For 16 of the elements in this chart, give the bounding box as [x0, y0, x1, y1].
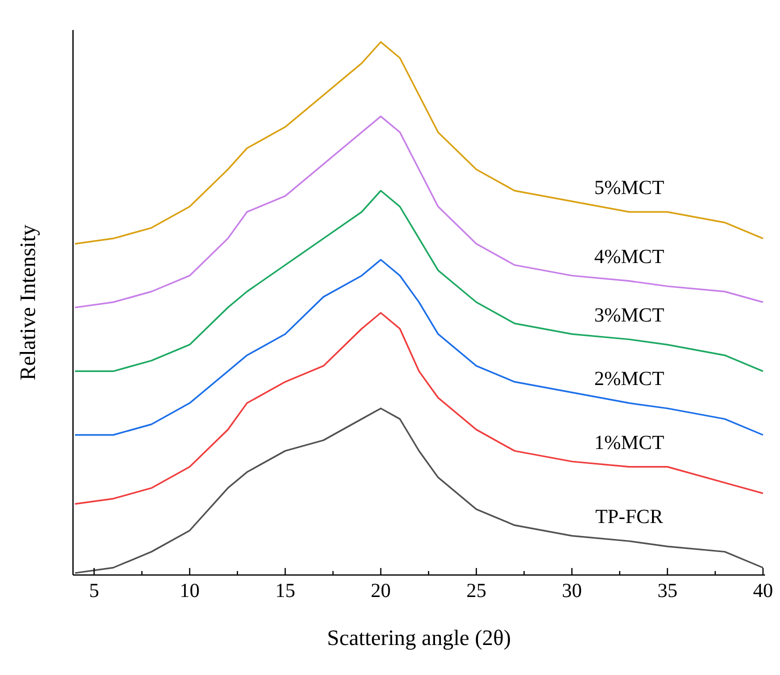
series-label: 2%MCT [594, 368, 664, 390]
series-label: 4%MCT [594, 246, 664, 268]
x-tick-label: 5 [89, 580, 100, 602]
series-label: 3%MCT [594, 304, 664, 326]
series-label: 1%MCT [594, 432, 664, 454]
x-tick-label: 25 [466, 580, 486, 602]
x-tick-label: 35 [657, 580, 678, 602]
x-axis-title: Scattering angle (2θ) [326, 625, 512, 650]
x-tick-label: 20 [370, 580, 391, 602]
x-tick-label: 30 [562, 580, 582, 602]
x-tick-label: 15 [275, 580, 296, 602]
x-tick-label: 40 [753, 580, 773, 602]
series-label: 5%MCT [594, 176, 664, 199]
x-tick-label: 10 [180, 580, 200, 602]
y-axis-title: Relative Intensity [15, 224, 40, 380]
series-label: TP-FCR [595, 506, 664, 528]
